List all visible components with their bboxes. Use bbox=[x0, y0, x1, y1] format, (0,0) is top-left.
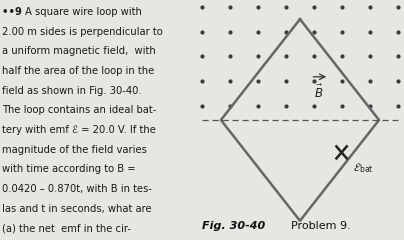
Text: 0.0420 – 0.870t, with B in tes-: 0.0420 – 0.870t, with B in tes- bbox=[2, 184, 152, 194]
Text: las and t in seconds, what are: las and t in seconds, what are bbox=[2, 204, 152, 214]
Text: 2.00 m sides is perpendicular to: 2.00 m sides is perpendicular to bbox=[2, 27, 163, 37]
Text: a uniform magnetic field,  with: a uniform magnetic field, with bbox=[2, 47, 156, 56]
Text: ••9: ••9 bbox=[2, 7, 29, 17]
Text: tery with emf ℰ = 20.0 V. If the: tery with emf ℰ = 20.0 V. If the bbox=[2, 125, 156, 135]
Text: magnitude of the field varies: magnitude of the field varies bbox=[2, 145, 147, 155]
Text: with time according to B =: with time according to B = bbox=[2, 164, 136, 174]
Text: A square wire loop with: A square wire loop with bbox=[25, 7, 142, 17]
Text: $\mathcal{E}_{\mathrm{bat}}$: $\mathcal{E}_{\mathrm{bat}}$ bbox=[353, 161, 374, 175]
Text: The loop contains an ideal bat-: The loop contains an ideal bat- bbox=[2, 105, 156, 115]
Text: (a) the net  emf in the cir-: (a) the net emf in the cir- bbox=[2, 223, 131, 233]
Text: field as shown in Fig. 30-40.: field as shown in Fig. 30-40. bbox=[2, 86, 141, 96]
Text: Fig. 30-40: Fig. 30-40 bbox=[202, 221, 265, 231]
Text: $\vec{B}$: $\vec{B}$ bbox=[314, 84, 323, 101]
Text: Problem 9.: Problem 9. bbox=[291, 221, 351, 231]
Text: half the area of the loop in the: half the area of the loop in the bbox=[2, 66, 154, 76]
